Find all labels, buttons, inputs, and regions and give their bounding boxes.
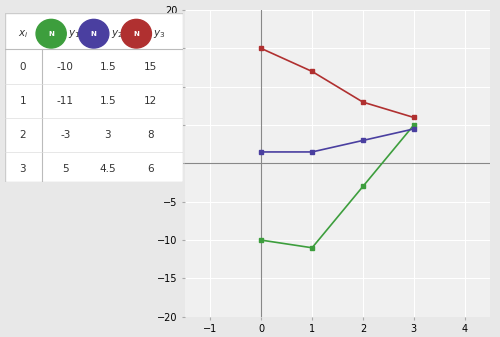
Text: $y_1$: $y_1$ <box>68 28 80 40</box>
Text: $y_3$: $y_3$ <box>153 28 166 40</box>
Text: 1: 1 <box>20 96 26 106</box>
Text: $y_2$: $y_2$ <box>110 28 123 40</box>
Text: 5: 5 <box>62 163 68 174</box>
Text: 1.5: 1.5 <box>100 96 116 106</box>
Text: N: N <box>91 31 96 37</box>
Text: -11: -11 <box>57 96 74 106</box>
Text: 2: 2 <box>20 130 26 140</box>
Text: 12: 12 <box>144 96 157 106</box>
Circle shape <box>36 20 66 48</box>
Text: 1.5: 1.5 <box>100 62 116 72</box>
Text: -3: -3 <box>60 130 70 140</box>
FancyBboxPatch shape <box>5 13 182 182</box>
Text: 0: 0 <box>20 62 26 72</box>
Circle shape <box>122 20 152 48</box>
Text: -10: -10 <box>57 62 74 72</box>
Text: 4.5: 4.5 <box>100 163 116 174</box>
Text: $x_i$: $x_i$ <box>18 28 28 40</box>
Text: 15: 15 <box>144 62 157 72</box>
Text: 3: 3 <box>20 163 26 174</box>
Text: 8: 8 <box>147 130 154 140</box>
Text: 3: 3 <box>104 130 112 140</box>
Text: N: N <box>134 31 140 37</box>
Text: 6: 6 <box>147 163 154 174</box>
Circle shape <box>78 20 109 48</box>
Text: N: N <box>48 31 54 37</box>
